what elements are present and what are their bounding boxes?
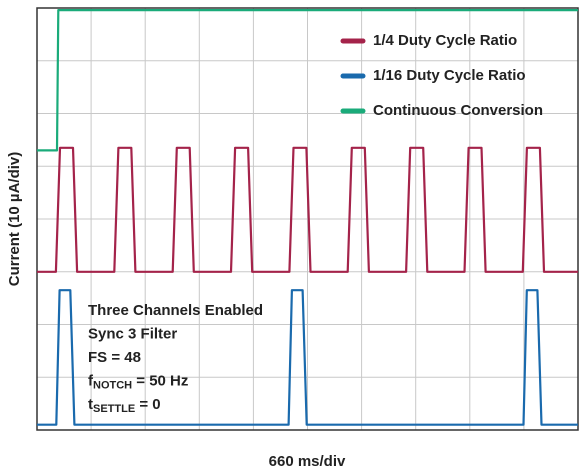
- annotation-text: f: [88, 372, 94, 389]
- annotation: Three Channels Enabled: [88, 302, 263, 319]
- annotation: FS = 48: [88, 349, 141, 366]
- annotation-text: t: [88, 396, 93, 413]
- annotation-sub: SETTLE: [93, 403, 135, 415]
- annotation-rest: = 50 Hz: [132, 372, 188, 389]
- series-line: [37, 146, 578, 273]
- legend-label: Continuous Conversion: [373, 102, 543, 119]
- annotation: fNOTCH = 50 Hz: [88, 372, 188, 391]
- legend-label: 1/4 Duty Cycle Ratio: [373, 32, 517, 49]
- plot-frame: [36, 7, 579, 431]
- legend-label: 1/16 Duty Cycle Ratio: [373, 67, 526, 84]
- y-axis-label: Current (10 µA/div): [6, 152, 23, 287]
- series-line: [37, 9, 578, 152]
- annotation-rest: = 0: [135, 396, 160, 413]
- annotation: tSETTLE = 0: [88, 396, 161, 415]
- x-axis-label: 660 ms/div: [269, 453, 346, 470]
- series-line: [37, 289, 578, 426]
- annotation-sub: NOTCH: [93, 379, 132, 391]
- annotation: Sync 3 Filter: [88, 325, 177, 342]
